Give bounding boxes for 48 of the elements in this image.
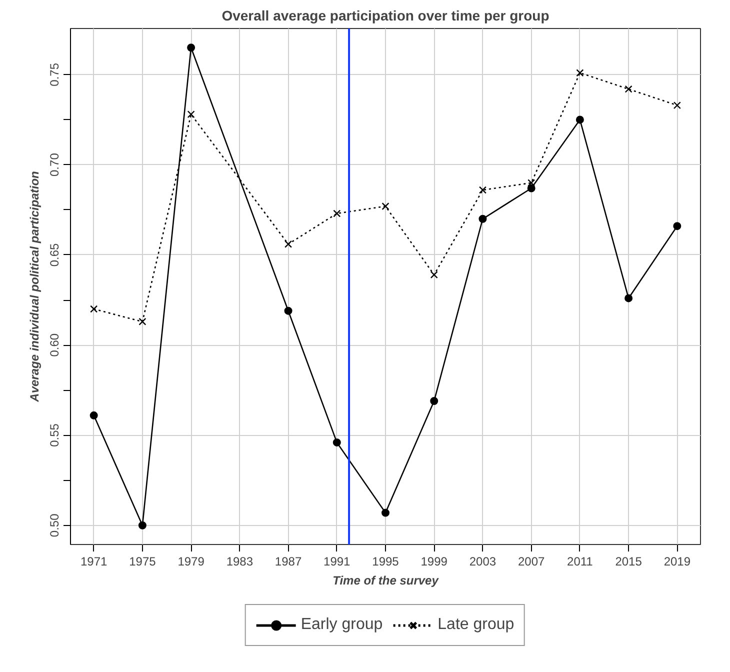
point <box>332 438 341 446</box>
point <box>478 214 487 223</box>
y-tick-label: 0.65 <box>48 242 62 267</box>
x-tick-label: 1995 <box>372 554 400 568</box>
y-tick-label: 0.50 <box>48 513 62 538</box>
x-tick-label: 2015 <box>615 554 642 568</box>
point <box>673 222 682 230</box>
legend-label: Late group <box>438 616 514 634</box>
point <box>624 85 632 93</box>
point <box>284 306 292 315</box>
x-tick-label: 1975 <box>129 554 156 568</box>
point <box>187 44 196 52</box>
point <box>624 294 633 302</box>
x-tick-label: 1987 <box>274 554 302 568</box>
point <box>430 396 438 405</box>
point <box>430 271 438 279</box>
point <box>528 179 536 187</box>
point <box>187 110 195 118</box>
y-tick-label: 0.55 <box>48 423 62 447</box>
y-tick-label: 0.75 <box>48 62 62 86</box>
legend-label: Early group <box>300 616 383 634</box>
point <box>333 210 341 218</box>
y-tick-label: 0.60 <box>48 333 62 357</box>
point <box>576 116 584 124</box>
point <box>90 305 98 313</box>
point <box>673 102 681 110</box>
point <box>478 186 487 194</box>
point <box>527 184 536 192</box>
x-tick-label: 1983 <box>226 554 254 568</box>
x-tick-label: 1971 <box>80 554 108 568</box>
point <box>138 318 146 326</box>
x-tick-label: 1979 <box>178 554 205 568</box>
x-axis-title: Time of the survey <box>332 574 440 588</box>
x-tick-label: 2007 <box>518 554 546 568</box>
x-tick-label: 2003 <box>469 554 496 568</box>
point <box>382 202 390 210</box>
x-tick-label: 1991 <box>324 554 351 568</box>
point <box>576 69 584 77</box>
point <box>90 411 98 420</box>
chart-title: Overall average participation over time per group <box>222 8 550 24</box>
y-tick-label: 0.70 <box>48 152 62 176</box>
point <box>284 240 292 248</box>
point <box>382 508 390 517</box>
x-tick-label: 2019 <box>664 554 691 568</box>
x-tick-label: 2011 <box>567 554 594 568</box>
point <box>138 521 146 530</box>
y-axis-title: Average individual political participation <box>28 171 42 403</box>
x-tick-label: 1999 <box>420 554 448 568</box>
